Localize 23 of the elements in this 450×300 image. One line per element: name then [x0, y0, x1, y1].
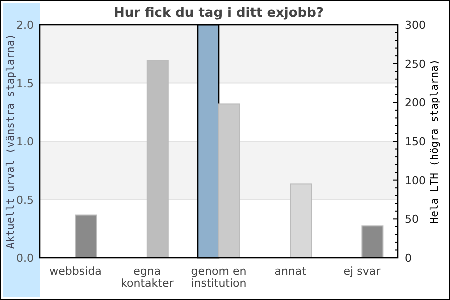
y-tick-label: 2.0: [16, 19, 34, 32]
x-tick-label: ej svar: [344, 265, 382, 278]
y2-tick-label: 250: [405, 58, 426, 71]
y-tick-label: 0.5: [16, 194, 34, 207]
y2-tick-label: 100: [405, 174, 426, 188]
y2-tick-label: 300: [405, 19, 426, 32]
x-tick-label: genom en institution: [191, 265, 247, 290]
y2-tick-label: 200: [405, 96, 426, 110]
y-tick-label: 0.0: [16, 252, 34, 265]
y2-axis-title: Hela LTH (högra staplarna): [429, 59, 441, 224]
y2-tick-label: 0: [405, 252, 412, 265]
y-axis-title: Aktuellt urval (vänstra staplarna): [5, 34, 17, 249]
y2-tick-label: 150: [405, 136, 426, 148]
x-tick-label: egna kontakter: [121, 265, 174, 290]
x-tick-label: annat: [274, 265, 308, 278]
y2-tick-label: 50: [405, 213, 419, 226]
bar: [362, 226, 384, 258]
x-tick-label: webbsida: [50, 265, 102, 278]
y-tick-label: 1.0: [16, 136, 34, 148]
bar: [75, 214, 98, 258]
chart-title: Hur fick du tag i ditt exjobb?: [114, 6, 324, 21]
y-tick-label: 1.5: [16, 77, 34, 90]
bar: [146, 60, 169, 258]
